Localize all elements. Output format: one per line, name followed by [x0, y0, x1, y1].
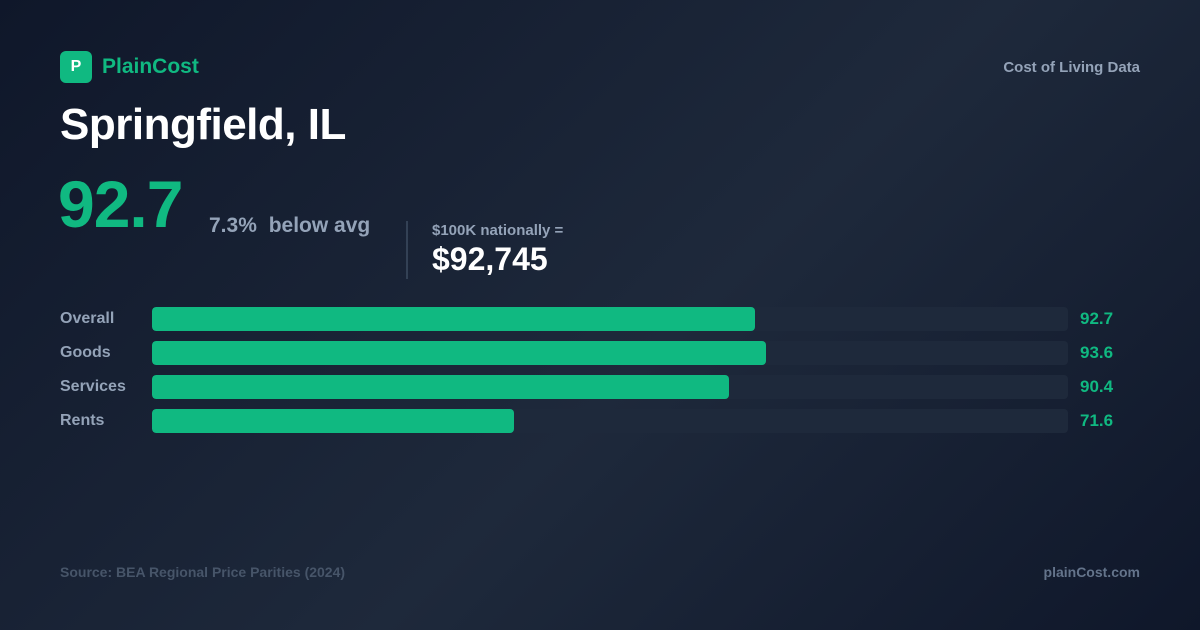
bar-row-services: Services 90.4 [60, 375, 1140, 399]
bar-value-label: 71.6 [1080, 411, 1114, 430]
site-link[interactable]: plainCost.com [1043, 564, 1140, 580]
bar-label: Services [60, 378, 126, 395]
bar-chart: Overall 92.7 Goods 93.6 Services 90.4 Rents 71.… [60, 307, 1140, 443]
bar-value-label: 92.7 [1080, 309, 1114, 328]
equivalent-value: $92,745 [432, 241, 548, 277]
brand-name: PlainCost [102, 55, 199, 78]
bar-track [152, 341, 1068, 365]
bar-label: Overall [60, 310, 115, 327]
source-note: Source: BEA Regional Price Parities (202… [60, 564, 346, 580]
bar-track [152, 375, 1068, 399]
bar-track [152, 409, 1068, 433]
index-value: 92.7 [58, 167, 183, 241]
bar-track [152, 307, 1068, 331]
header-tagline: Cost of Living Data [1003, 58, 1140, 76]
equivalent-label: $100K nationally = [432, 222, 564, 239]
logo-mark-icon: P [60, 51, 92, 83]
bar-value-label: 90.4 [1080, 377, 1114, 396]
bar-row-rents: Rents 71.6 [60, 409, 1140, 433]
city-title: Springfield, IL [60, 100, 346, 149]
bar-row-goods: Goods 93.6 [60, 341, 1140, 365]
divider [406, 221, 408, 279]
bar [152, 307, 756, 331]
bar [152, 341, 766, 365]
bar-label: Rents [60, 412, 105, 429]
footer: Source: BEA Regional Price Parities (202… [60, 564, 1140, 580]
bar-value-label: 93.6 [1080, 343, 1114, 362]
difference-summary: 7.3% below avg [209, 214, 370, 238]
bar [152, 409, 514, 433]
bar-row-overall: Overall 92.7 [60, 307, 1140, 331]
bar [152, 375, 730, 399]
bar-label: Goods [60, 344, 111, 361]
difference-label: below avg [268, 214, 371, 237]
header: P PlainCost Cost of Living Data [60, 50, 1140, 84]
difference-percent: 7.3% [209, 214, 257, 237]
brand[interactable]: P PlainCost [60, 51, 199, 83]
